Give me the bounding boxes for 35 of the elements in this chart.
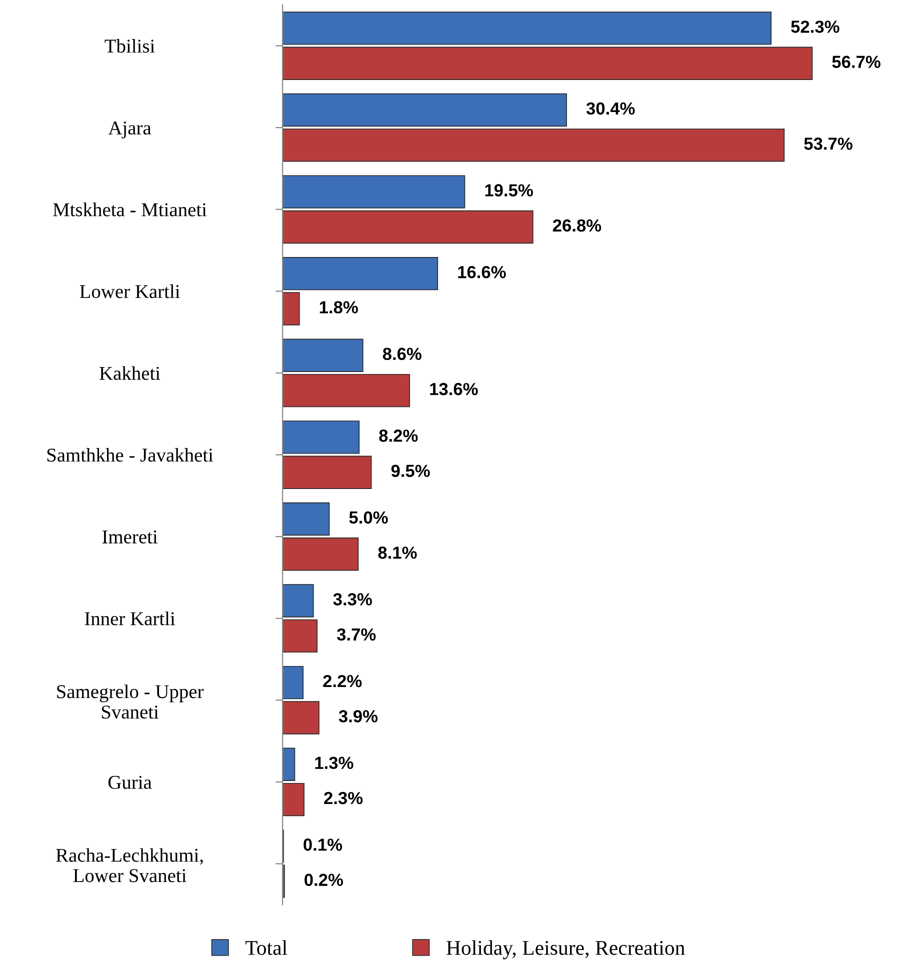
y-tick-label: Tbilisi xyxy=(104,39,155,53)
data-label: 0.1% xyxy=(304,838,342,851)
data-label: 56.7% xyxy=(832,56,880,68)
data-label: 8.6% xyxy=(382,348,422,360)
data-label: 13.6% xyxy=(430,382,478,396)
data-label: 19.5% xyxy=(485,184,533,196)
data-label: 8.2% xyxy=(379,430,418,442)
data-label: 3.3% xyxy=(333,593,372,606)
data-label: 2.2% xyxy=(323,674,362,688)
data-label: 3.7% xyxy=(336,628,376,641)
data-label: 0.2% xyxy=(304,874,343,886)
data-label: 5.0% xyxy=(349,511,388,524)
data-label: 2.3% xyxy=(324,792,363,804)
data-label: 30.4% xyxy=(586,102,635,115)
y-tick-label: Inner Kartli xyxy=(84,612,176,626)
data-label: 8.1% xyxy=(378,546,417,559)
data-label: 53.7% xyxy=(804,138,852,150)
y-tick-label: Samthkhe - Javakheti xyxy=(47,448,214,462)
data-label: 26.8% xyxy=(552,219,602,232)
data-label: 1.8% xyxy=(320,301,358,314)
y-tick-label: Racha-Lechkhumi, Lower Svaneti xyxy=(56,848,203,882)
y-tick-label: Lower Kartli xyxy=(80,284,180,298)
y-tick-label: Kakheti xyxy=(100,366,160,380)
data-label: 3.9% xyxy=(338,710,378,722)
y-tick-label: Guria xyxy=(108,776,152,789)
legend-label: Holiday, Leisure, Recreation xyxy=(446,940,685,960)
data-label: 9.5% xyxy=(391,464,430,478)
data-label: 52.3% xyxy=(791,20,840,33)
y-tick-label: Samegrelo - Upper Svaneti xyxy=(57,684,204,719)
data-label: 16.6% xyxy=(458,266,506,278)
data-label: 1.3% xyxy=(315,756,354,770)
legend-label: Total xyxy=(245,940,288,955)
y-tick-label: Ajara xyxy=(108,121,152,138)
y-tick-label: Mtskheta - Mtianeti xyxy=(53,202,207,216)
y-tick-label: Imereti xyxy=(102,530,158,544)
